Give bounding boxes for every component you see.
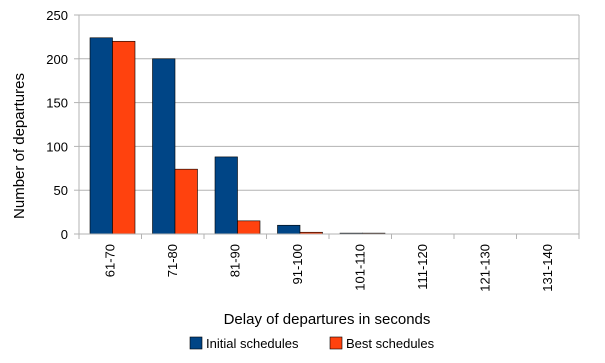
y-tick-label: 100 <box>46 139 68 154</box>
y-tick-label: 250 <box>46 8 68 23</box>
x-tick-label: 131-140 <box>540 244 555 292</box>
legend-label: Initial schedules <box>206 336 299 351</box>
bars <box>89 37 386 235</box>
bar-best-61-70 <box>112 40 136 235</box>
y-axis-title: Number of departures <box>11 73 28 219</box>
x-axis-title: Delay of departures in seconds <box>224 311 431 328</box>
bar-initial-81-90 <box>214 156 238 235</box>
y-tick-label: 150 <box>46 96 68 111</box>
x-tick-labels: 61-70 71-80 81-90 91-100 101-110 111-120 121-1… <box>102 244 555 292</box>
y-tick-label: 200 <box>46 52 68 67</box>
y-gridlines <box>74 14 579 235</box>
bar-initial-61-70 <box>89 37 113 235</box>
x-tick-label: 101-110 <box>352 244 367 291</box>
legend-label: Best schedules <box>346 336 435 351</box>
x-tick-label: 71-80 <box>165 244 180 277</box>
y-tick-labels: 0 50 100 150 200 250 <box>46 8 68 242</box>
x-tick-label: 81-90 <box>227 244 242 277</box>
bar-best-71-80 <box>174 168 198 235</box>
legend: Initial schedules Best schedules <box>189 336 435 351</box>
x-tick-label: 61-70 <box>102 244 117 277</box>
bar-best-81-90 <box>237 220 261 235</box>
axes <box>78 15 580 239</box>
y-tick-label: 0 <box>61 227 68 242</box>
x-tick-label: 91-100 <box>290 244 305 284</box>
legend-swatch <box>189 336 203 350</box>
x-tick-label: 111-120 <box>415 244 430 290</box>
legend-swatch <box>329 336 343 350</box>
y-tick-label: 50 <box>54 183 68 198</box>
bar-initial-71-80 <box>152 58 176 235</box>
bar-initial-91-100 <box>277 224 301 235</box>
x-tick-label: 121-130 <box>477 244 492 292</box>
